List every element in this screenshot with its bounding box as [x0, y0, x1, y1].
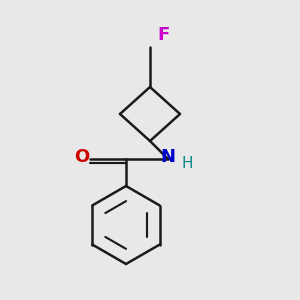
Text: F: F	[158, 26, 169, 44]
Text: O: O	[75, 148, 90, 166]
Text: H: H	[182, 156, 193, 171]
Text: N: N	[160, 148, 175, 166]
